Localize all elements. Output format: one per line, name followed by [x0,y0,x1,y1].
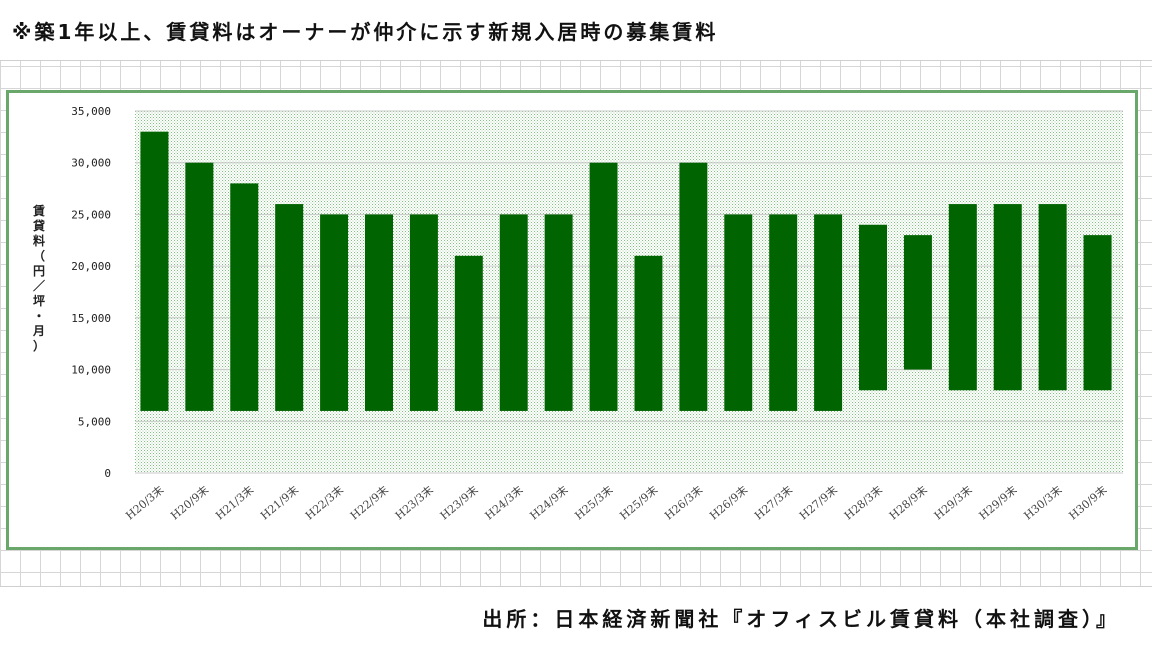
bar [140,131,169,411]
y-tick-label: 15,000 [71,312,111,325]
bar [230,183,259,411]
y-tick-label: 0 [104,467,111,480]
bar [365,214,393,411]
header-band: ※築1年以上、賃貸料はオーナーが仲介に示す新規入居時の募集賃料 [0,0,1152,61]
y-axis-label-char: 貸 [33,218,45,233]
bars [140,131,1112,411]
bar [409,214,438,411]
footer-band [0,586,1152,648]
x-tick-label: H22/9末 [347,483,391,523]
bar-chart: 0 5,000 10,000 15,000 20,000 25,000 30,000 35,0… [32,105,1123,523]
bar [769,214,798,411]
x-tick-label: H30/9末 [1066,483,1110,523]
x-tick-label: H25/3末 [572,483,616,523]
y-axis-label-char: 料 [33,233,45,248]
bar [724,214,753,411]
x-axis-ticks: H20/3末 H20/9末 H21/3末 H21/9末 H22/3末 H22/9末 H23/… [123,483,1110,523]
x-tick-label: H28/9末 [886,483,930,523]
x-tick-label: H21/9末 [257,483,301,523]
y-axis-label-char: ／ [33,278,45,293]
bar [320,214,349,411]
y-tick-label: 25,000 [71,208,111,221]
bar [499,214,528,411]
bar [1083,235,1112,391]
bar [589,162,618,411]
bar [1038,204,1067,391]
x-tick-label: H27/9末 [796,483,840,523]
x-tick-label: H25/9末 [617,483,661,523]
bar [903,235,932,370]
x-tick-label: H21/3末 [213,483,257,523]
bar [544,214,573,411]
y-tick-label: 10,000 [71,364,111,377]
x-tick-label: H23/9末 [437,483,481,523]
y-axis-label-char: 賃 [32,203,45,218]
bar [679,162,708,411]
y-tick-label: 5,000 [78,415,111,428]
bar [993,204,1022,391]
y-axis-label-char: ・ [33,309,45,323]
x-tick-label: H26/3末 [662,483,706,523]
x-tick-label: H28/3末 [841,483,885,523]
x-tick-label: H22/3末 [302,483,346,523]
y-axis-label-char: ） [33,338,45,353]
y-tick-label: 20,000 [71,260,111,273]
chart-note: ※築1年以上、賃貸料はオーナーが仲介に示す新規入居時の募集賃料 [12,20,719,44]
y-axis-label-char: 円 [33,264,45,278]
chart-frame[interactable]: 0 5,000 10,000 15,000 20,000 25,000 30,000 35,0… [6,90,1138,615]
x-tick-label: H26/9末 [707,483,751,523]
bar [185,162,214,411]
x-tick-label: H24/3末 [482,483,526,523]
x-tick-label: H24/9末 [527,483,571,523]
y-axis-label-char: （ [33,248,45,263]
y-axis-label-char: 坪 [33,294,45,308]
bar [634,255,663,411]
x-tick-label: H29/9末 [976,483,1020,523]
bar [859,224,887,391]
y-tick-label: 30,000 [71,157,111,170]
x-tick-label: H27/3末 [751,483,795,523]
x-tick-label: H23/3末 [392,483,436,523]
y-tick-label: 35,000 [71,105,111,118]
y-axis-ticks: 0 5,000 10,000 15,000 20,000 25,000 30,000 35,0… [71,105,111,480]
x-tick-label: H30/3末 [1021,483,1065,523]
bar [275,204,304,411]
y-axis-label: 賃貸料（円／坪・月） [32,203,45,353]
source-credit: 出所：日本経済新聞社『オフィスビル賃貸料（本社調査）』 [482,607,1120,631]
bar [948,204,977,391]
x-tick-label: H20/3末 [123,483,167,523]
x-tick-label: H29/3末 [931,483,975,523]
y-axis-label-char: 月 [32,324,45,338]
x-tick-label: H20/9末 [168,483,212,523]
bar [814,214,843,411]
bar [454,255,483,411]
